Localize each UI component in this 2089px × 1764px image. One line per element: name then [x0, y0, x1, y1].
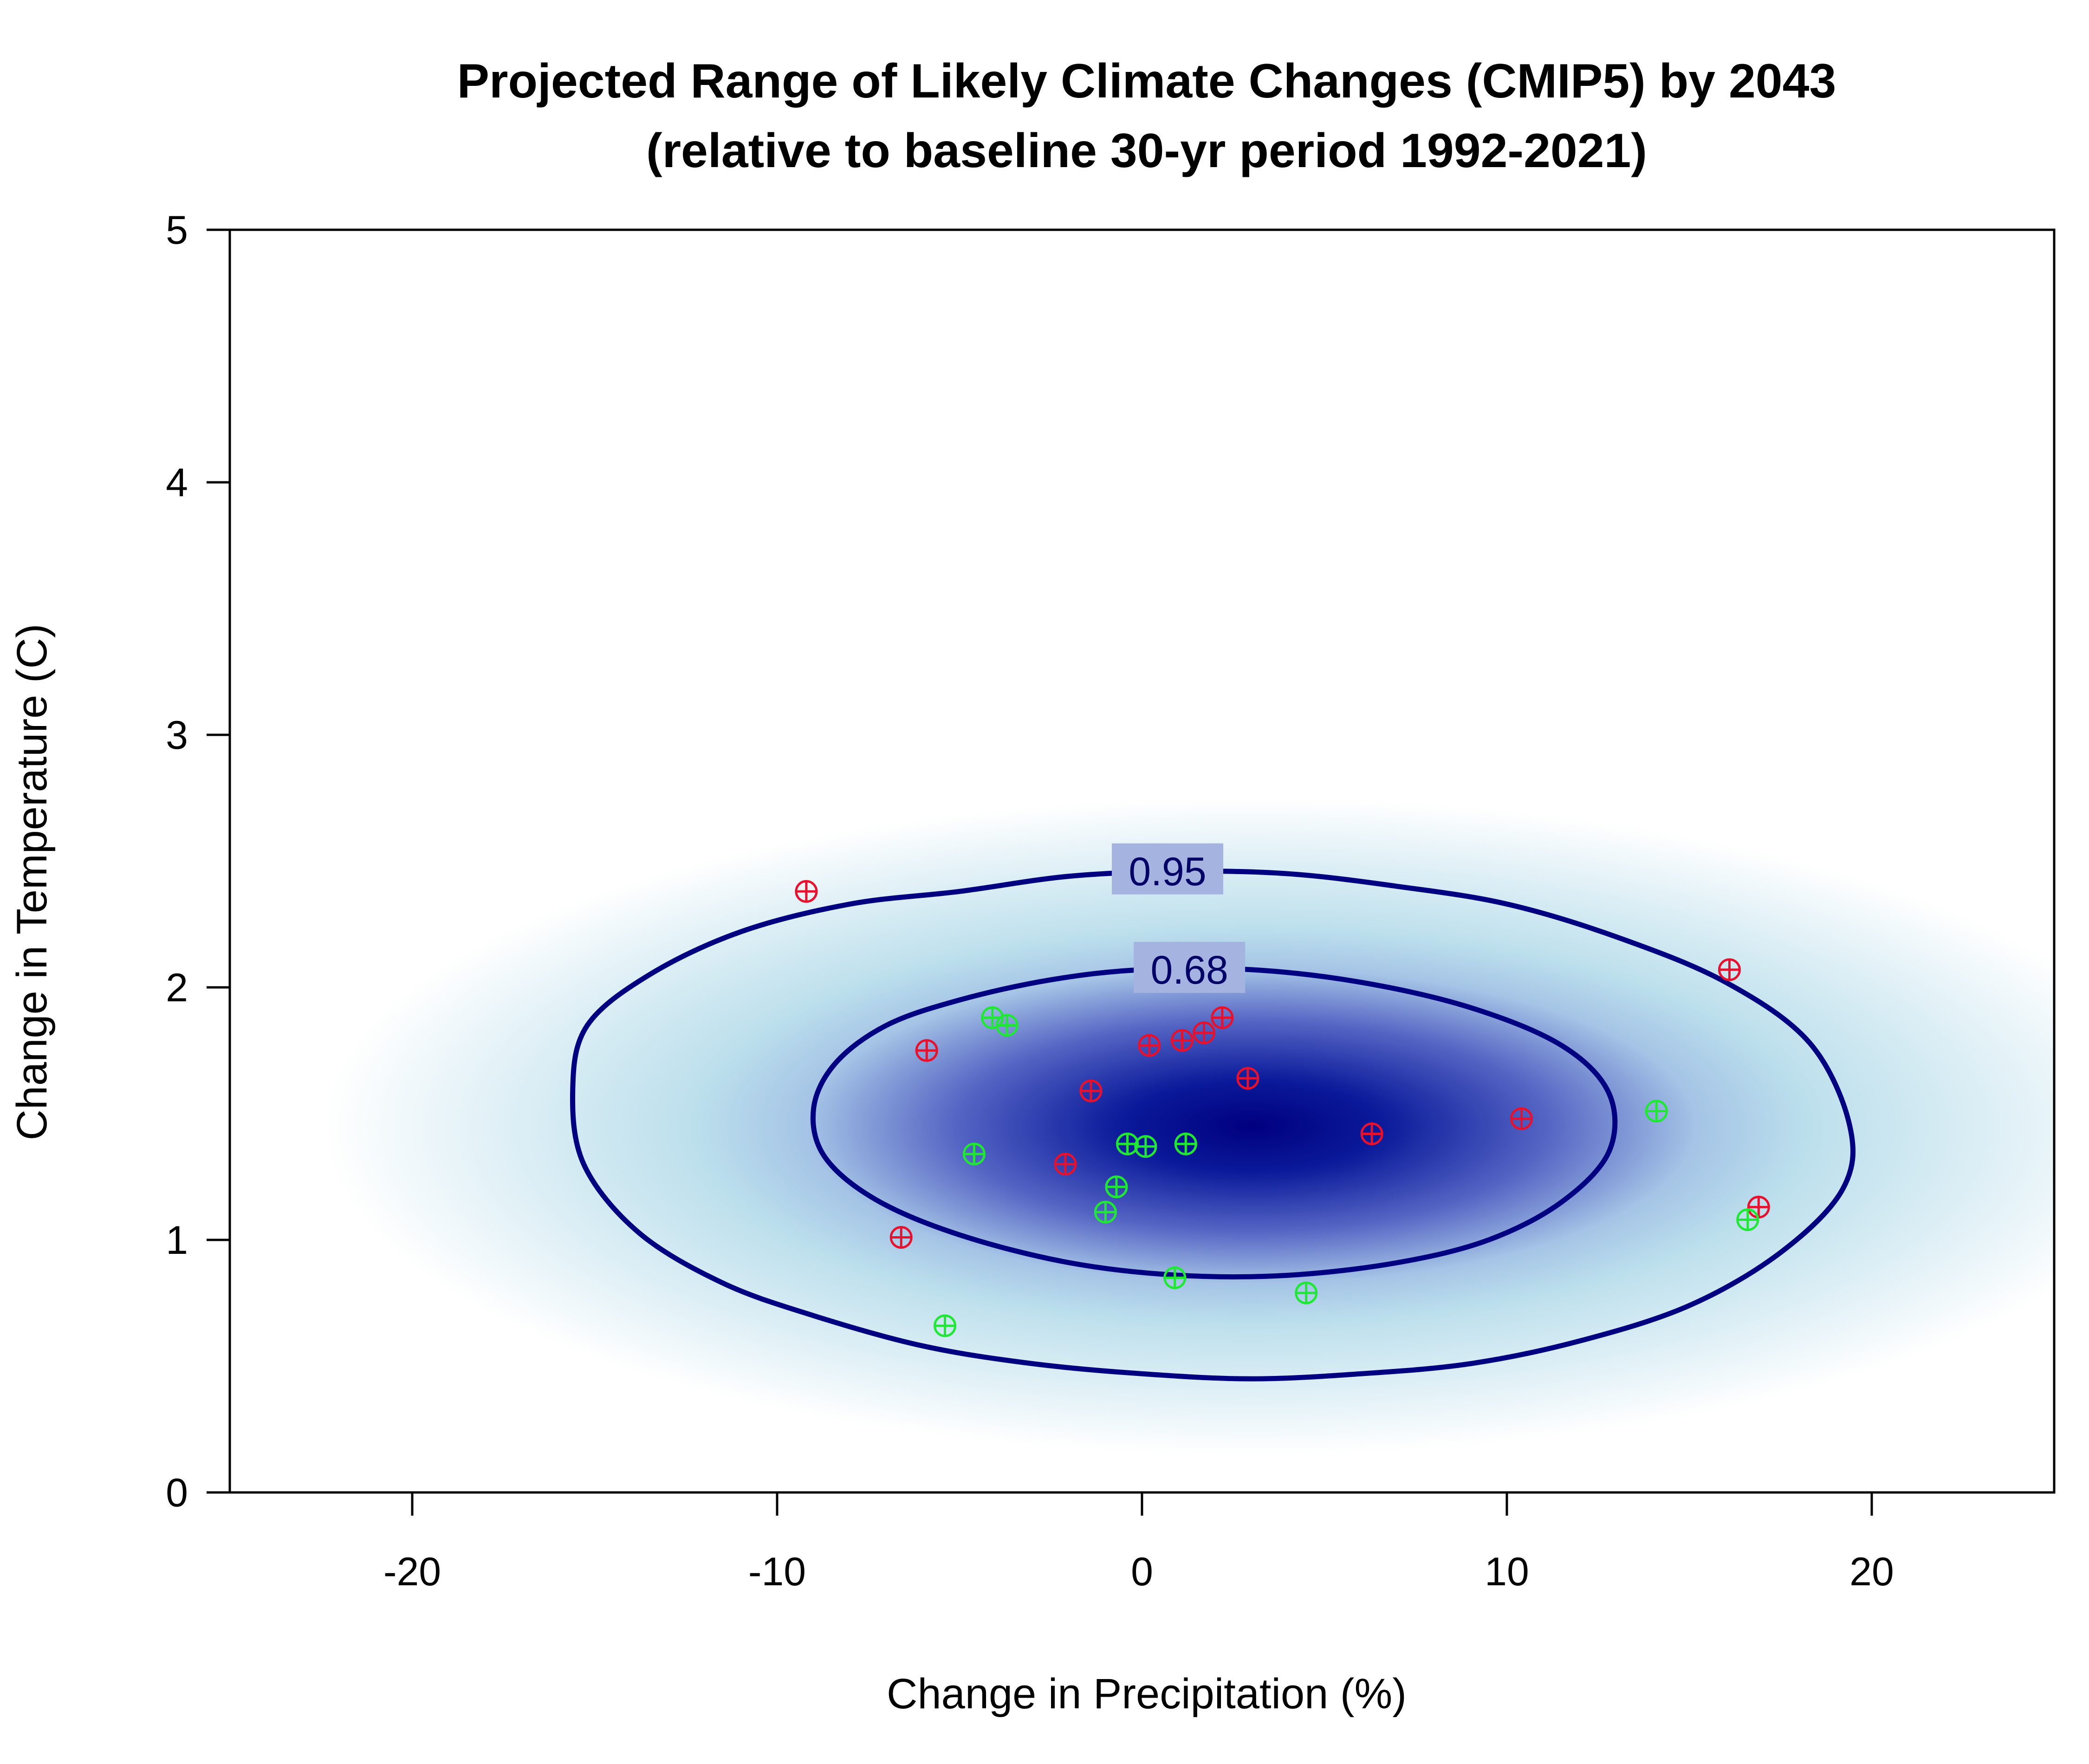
point-green-9: [1174, 1132, 1197, 1155]
point-red-8: [1211, 1006, 1234, 1029]
point-red-2: [915, 1039, 938, 1062]
contour-line-0: [570, 869, 1856, 1381]
point-red-5: [1138, 1034, 1161, 1057]
point-green-8: [1163, 1266, 1187, 1290]
contour-labels: 0.95 0.68: [1112, 843, 1246, 993]
contour-label-bg-1: [1134, 941, 1246, 993]
point-green-1: [962, 1142, 986, 1166]
point-green-7: [1134, 1135, 1157, 1158]
y-tick-label-2: 2: [166, 966, 188, 1010]
point-green-5: [1105, 1175, 1128, 1199]
point-green-3: [995, 1014, 1019, 1037]
x-tick-label-1: -10: [748, 1550, 806, 1594]
y-tick-label-3: 3: [166, 713, 188, 758]
point-red-6: [1170, 1029, 1194, 1052]
point-red-12: [1718, 958, 1741, 981]
x-tick-label-3: 10: [1485, 1550, 1529, 1594]
point-green-6: [1116, 1132, 1139, 1155]
contour-label-0: 0.95: [1129, 850, 1206, 894]
y-tick-label-0: 0: [166, 1471, 188, 1515]
x-tick-label-4: 20: [1849, 1550, 1894, 1594]
point-green-11: [1645, 1100, 1668, 1123]
y-tick-label-1: 1: [166, 1218, 188, 1263]
point-red-0: [795, 880, 818, 903]
point-red-1: [889, 1226, 913, 1249]
point-green-12: [1736, 1208, 1759, 1231]
chart-title: Projected Range of Likely Climate Change…: [457, 54, 1836, 108]
contour-line-1: [810, 966, 1618, 1280]
x-axis-label: Change in Precipitation (%): [887, 1670, 1407, 1718]
point-red-13: [1747, 1195, 1770, 1219]
scatter-points: [795, 880, 1770, 1337]
contour-lines: [570, 869, 1856, 1381]
plot-area: 0.95 0.68: [230, 230, 2054, 1492]
x-tick-label-0: -20: [383, 1550, 441, 1594]
point-green-4: [1094, 1200, 1117, 1224]
x-axis: -20 -10 0 10 20: [383, 1491, 1894, 1594]
contour-label-1: 0.68: [1150, 948, 1228, 992]
point-green-0: [934, 1314, 957, 1337]
y-axis: 0 1 2 3 4 5: [166, 208, 230, 1515]
contour-label-bg-0: [1112, 843, 1224, 895]
y-tick-label-4: 4: [166, 460, 188, 505]
point-red-10: [1360, 1122, 1383, 1146]
point-red-9: [1236, 1067, 1259, 1090]
point-red-4: [1079, 1079, 1103, 1102]
y-tick-label-5: 5: [166, 208, 188, 253]
point-green-10: [1295, 1281, 1318, 1304]
y-axis-label: Change in Temperature (C): [8, 623, 56, 1140]
point-red-3: [1054, 1153, 1077, 1176]
point-red-11: [1510, 1107, 1533, 1130]
point-red-7: [1193, 1021, 1216, 1044]
chart-subtitle: (relative to baseline 30-yr period 1992-…: [646, 124, 1647, 178]
x-tick-label-2: 0: [1131, 1550, 1153, 1594]
